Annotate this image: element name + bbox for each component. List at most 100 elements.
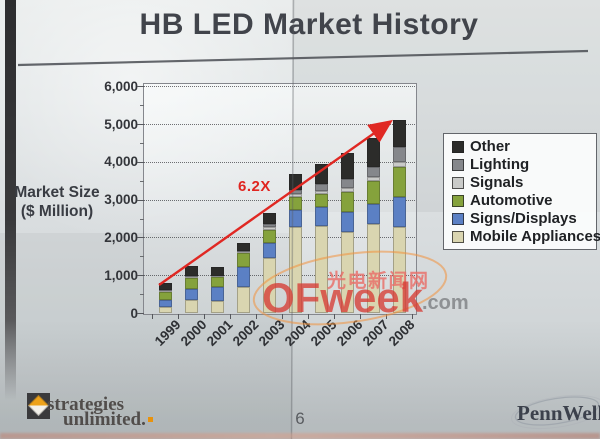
- bar-segment-2005-automotive: [314, 193, 328, 208]
- x-tick-mark: [178, 314, 179, 319]
- orange-dot-icon: [147, 417, 153, 422]
- bar-segment-2005-other: [314, 164, 328, 185]
- legend-swatch-icon: [452, 158, 464, 171]
- x-tick-mark: [204, 314, 205, 319]
- legend-label: Automotive: [470, 192, 553, 209]
- bar-segment-2004-signals: [288, 193, 302, 197]
- bar-segment-2001-signs-displays: [210, 286, 224, 301]
- bar-segment-2006-signals: [340, 188, 354, 192]
- x-tick-mark: [230, 314, 231, 319]
- strategies-unlimited-logo-icon: [27, 393, 50, 419]
- bar-segment-2007-signs-displays: [366, 203, 380, 224]
- bar-segment-2002-automotive: [236, 252, 250, 268]
- strategies-unlimited-wordmark-line1: strategies: [47, 394, 125, 415]
- bar-segment-2003-other: [262, 212, 276, 225]
- y-minor-tick-mark: [140, 142, 144, 144]
- gridline-6000: [144, 86, 415, 88]
- bar-segment-2003-signs-displays: [262, 243, 276, 259]
- x-tick-mark: [256, 314, 257, 319]
- bar-segment-1999-signs-displays: [158, 299, 172, 308]
- y-tick-mark: [137, 237, 144, 239]
- y-tick-label: 4,000: [104, 154, 138, 170]
- bar-segment-1999-mobile-appliances: [158, 307, 172, 313]
- bar-segment-2003-lighting: [262, 224, 276, 227]
- x-tick-mark: [386, 314, 387, 319]
- page-number: 6: [295, 409, 305, 428]
- x-tick-mark: [334, 314, 335, 319]
- bar-segment-2002-signs-displays: [236, 267, 250, 287]
- legend-swatch-icon: [452, 230, 464, 243]
- screen-edge-strip: [5, 0, 16, 400]
- bar-segment-2003-signals: [262, 226, 276, 230]
- bar-segment-2006-other: [340, 153, 354, 179]
- bar-segment-2001-mobile-appliances: [210, 300, 224, 313]
- x-tick-mark: [282, 314, 283, 319]
- bar-segment-2001-automotive: [210, 277, 224, 287]
- y-axis-title-line1: Market Size: [14, 184, 100, 201]
- bar-segment-2006-lighting: [340, 178, 354, 189]
- gridline-5000: [144, 124, 415, 125]
- y-tick-label: 1,000: [104, 267, 138, 283]
- bar-segment-2000-signals: [184, 276, 198, 278]
- bar-segment-2007-lighting: [366, 167, 380, 177]
- x-tick-mark: [412, 314, 413, 319]
- bar-segment-2007-signals: [366, 176, 380, 182]
- legend-item-mobile-appliances: Mobile Appliances: [452, 228, 600, 245]
- y-tick-mark: [137, 86, 144, 88]
- x-tick-mark: [308, 314, 309, 319]
- bar-segment-2006-mobile-appliances: [340, 231, 354, 313]
- bar-segment-2008-automotive: [392, 167, 406, 198]
- bar-segment-2004-signs-displays: [288, 209, 302, 227]
- legend-item-signals: Signals: [452, 174, 596, 191]
- y-tick-mark: [137, 124, 144, 125]
- bar-segment-2008-signals: [392, 162, 406, 168]
- y-tick-label: 2,000: [104, 229, 138, 245]
- bar-segment-2003-automotive: [262, 229, 276, 244]
- growth-annotation: 6.2X: [238, 178, 271, 195]
- y-minor-tick-mark: [140, 256, 144, 258]
- bar-segment-2005-signs-displays: [314, 207, 328, 227]
- y-tick-label: 5,000: [104, 116, 138, 132]
- bar-segment-2001-other: [210, 266, 224, 276]
- bar-segment-2001-lighting: [210, 275, 224, 277]
- bar-segment-2008-mobile-appliances: [392, 226, 406, 313]
- bar-segment-2003-mobile-appliances: [262, 258, 276, 313]
- bar-segment-2002-mobile-appliances: [236, 286, 250, 313]
- bar-segment-2005-lighting: [314, 184, 328, 191]
- x-tick-mark: [360, 314, 361, 319]
- legend-swatch-icon: [452, 212, 464, 225]
- legend-item-automotive: Automotive: [452, 192, 596, 209]
- screen-vignette-bottom: [0, 320, 600, 439]
- strategies-unlimited-wordmark-text: unlimited.: [63, 409, 146, 430]
- bar-segment-2007-mobile-appliances: [366, 223, 380, 313]
- bar-segment-1999-other: [158, 282, 172, 291]
- bar-segment-2008-signs-displays: [392, 197, 406, 227]
- watermark-com-text: .com: [422, 292, 469, 314]
- legend-label: Lighting: [470, 156, 530, 173]
- bar-segment-2004-mobile-appliances: [288, 226, 302, 313]
- legend-label: Signs/Displays: [470, 210, 577, 227]
- pennwell-logo-text: PennWell: [517, 401, 600, 425]
- bar-segment-2008-lighting: [392, 147, 406, 163]
- y-tick-label: 3,000: [104, 192, 138, 208]
- bar-segment-2002-lighting: [236, 251, 250, 252]
- strategies-unlimited-wordmark-line2: unlimited.: [63, 409, 153, 430]
- bar-segment-2004-other: [288, 173, 302, 190]
- legend-label: Mobile Appliances: [470, 228, 600, 245]
- legend-label: Other: [470, 138, 511, 155]
- y-tick-mark: [137, 313, 144, 314]
- bar-segment-1999-signals: [158, 291, 172, 293]
- y-axis-title: Market Size ($ Million): [2, 183, 112, 221]
- bar-segment-2006-automotive: [340, 191, 354, 212]
- bar-segment-2000-signs-displays: [184, 289, 198, 300]
- y-tick-mark: [137, 161, 144, 163]
- bar-segment-2004-lighting: [288, 189, 302, 194]
- legend-swatch-icon: [452, 176, 464, 189]
- bar-segment-2008-other: [392, 120, 406, 148]
- legend-item-signs-displays: Signs/Displays: [452, 210, 596, 227]
- bar-segment-2007-other: [366, 137, 380, 168]
- bar-segment-2005-mobile-appliances: [314, 226, 328, 313]
- y-minor-tick-mark: [140, 218, 144, 220]
- bar-segment-2004-automotive: [288, 196, 302, 210]
